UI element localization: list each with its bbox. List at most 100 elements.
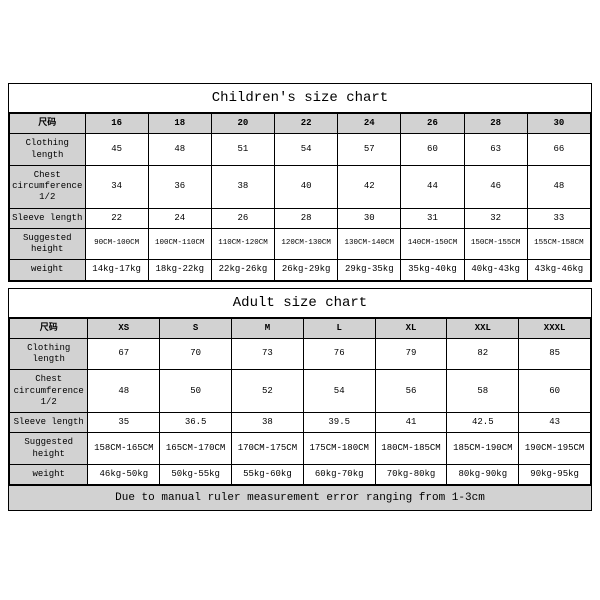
size-label-header: 尺码 xyxy=(10,114,86,134)
table-row: Suggested height90CM-100CM100CM-110CM110… xyxy=(10,228,591,260)
cell: 158CM-165CM xyxy=(88,433,160,465)
adult-chart-title: Adult size chart xyxy=(9,289,591,318)
size-column-header: 26 xyxy=(401,114,464,134)
cell: 48 xyxy=(148,134,211,166)
table-row: Clothing length67707376798285 xyxy=(10,338,591,370)
cell: 40kg-43kg xyxy=(464,260,527,280)
size-column-header: 18 xyxy=(148,114,211,134)
row-label: Chest circumference 1/2 xyxy=(10,165,86,208)
cell: 38 xyxy=(232,413,304,433)
row-label: Suggested height xyxy=(10,228,86,260)
cell: 32 xyxy=(464,208,527,228)
cell: 52 xyxy=(232,370,304,413)
cell: 43 xyxy=(519,413,591,433)
table-row: Sleeve length2224262830313233 xyxy=(10,208,591,228)
cell: 130CM-140CM xyxy=(338,228,401,260)
cell: 58 xyxy=(447,370,519,413)
children-chart-title: Children's size chart xyxy=(9,84,591,113)
cell: 43kg-46kg xyxy=(527,260,590,280)
cell: 34 xyxy=(85,165,148,208)
cell: 90CM-100CM xyxy=(85,228,148,260)
cell: 140CM-150CM xyxy=(401,228,464,260)
size-label-header: 尺码 xyxy=(10,318,88,338)
size-column-header: 16 xyxy=(85,114,148,134)
size-column-header: XL xyxy=(375,318,447,338)
cell: 40 xyxy=(275,165,338,208)
cell: 22kg-26kg xyxy=(211,260,274,280)
size-column-header: XXXL xyxy=(519,318,591,338)
size-column-header: XS xyxy=(88,318,160,338)
table-row: Chest circumference 1/248505254565860 xyxy=(10,370,591,413)
row-label: Sleeve length xyxy=(10,413,88,433)
table-row: weight14kg-17kg18kg-22kg22kg-26kg26kg-29… xyxy=(10,260,591,280)
children-table: 尺码1618202224262830 Clothing length454851… xyxy=(9,113,591,281)
adult-header-row: 尺码XSSMLXLXXLXXXL xyxy=(10,318,591,338)
row-label: Suggested height xyxy=(10,433,88,465)
table-row: Sleeve length3536.53839.54142.543 xyxy=(10,413,591,433)
cell: 22 xyxy=(85,208,148,228)
cell: 48 xyxy=(527,165,590,208)
cell: 76 xyxy=(303,338,375,370)
cell: 38 xyxy=(211,165,274,208)
cell: 70 xyxy=(160,338,232,370)
cell: 54 xyxy=(303,370,375,413)
cell: 46 xyxy=(464,165,527,208)
children-header-row: 尺码1618202224262830 xyxy=(10,114,591,134)
cell: 54 xyxy=(275,134,338,166)
cell: 36 xyxy=(148,165,211,208)
cell: 44 xyxy=(401,165,464,208)
cell: 26 xyxy=(211,208,274,228)
row-label: weight xyxy=(10,260,86,280)
adult-table: 尺码XSSMLXLXXLXXXL Clothing length67707376… xyxy=(9,318,591,486)
cell: 56 xyxy=(375,370,447,413)
cell: 45 xyxy=(85,134,148,166)
cell: 155CM-158CM xyxy=(527,228,590,260)
cell: 150CM-155CM xyxy=(464,228,527,260)
cell: 60 xyxy=(401,134,464,166)
size-column-header: L xyxy=(303,318,375,338)
cell: 85 xyxy=(519,338,591,370)
cell: 48 xyxy=(88,370,160,413)
cell: 28 xyxy=(275,208,338,228)
row-label: Chest circumference 1/2 xyxy=(10,370,88,413)
cell: 50 xyxy=(160,370,232,413)
row-label: Clothing length xyxy=(10,338,88,370)
cell: 100CM-110CM xyxy=(148,228,211,260)
cell: 26kg-29kg xyxy=(275,260,338,280)
size-column-header: 28 xyxy=(464,114,527,134)
cell: 66 xyxy=(527,134,590,166)
cell: 82 xyxy=(447,338,519,370)
row-label: Sleeve length xyxy=(10,208,86,228)
cell: 31 xyxy=(401,208,464,228)
cell: 50kg-55kg xyxy=(160,464,232,484)
row-label: Clothing length xyxy=(10,134,86,166)
cell: 46kg-50kg xyxy=(88,464,160,484)
table-row: Clothing length4548515457606366 xyxy=(10,134,591,166)
cell: 63 xyxy=(464,134,527,166)
cell: 120CM-130CM xyxy=(275,228,338,260)
cell: 39.5 xyxy=(303,413,375,433)
size-column-header: 30 xyxy=(527,114,590,134)
cell: 36.5 xyxy=(160,413,232,433)
children-size-chart: Children's size chart 尺码1618202224262830… xyxy=(8,83,592,282)
cell: 30 xyxy=(338,208,401,228)
cell: 60 xyxy=(519,370,591,413)
cell: 165CM-170CM xyxy=(160,433,232,465)
cell: 41 xyxy=(375,413,447,433)
cell: 90kg-95kg xyxy=(519,464,591,484)
cell: 51 xyxy=(211,134,274,166)
row-label: weight xyxy=(10,464,88,484)
cell: 80kg-90kg xyxy=(447,464,519,484)
cell: 190CM-195CM xyxy=(519,433,591,465)
cell: 57 xyxy=(338,134,401,166)
cell: 42.5 xyxy=(447,413,519,433)
cell: 29kg-35kg xyxy=(338,260,401,280)
cell: 60kg-70kg xyxy=(303,464,375,484)
cell: 170CM-175CM xyxy=(232,433,304,465)
size-column-header: M xyxy=(232,318,304,338)
cell: 35kg-40kg xyxy=(401,260,464,280)
cell: 35 xyxy=(88,413,160,433)
cell: 180CM-185CM xyxy=(375,433,447,465)
cell: 55kg-60kg xyxy=(232,464,304,484)
cell: 70kg-80kg xyxy=(375,464,447,484)
